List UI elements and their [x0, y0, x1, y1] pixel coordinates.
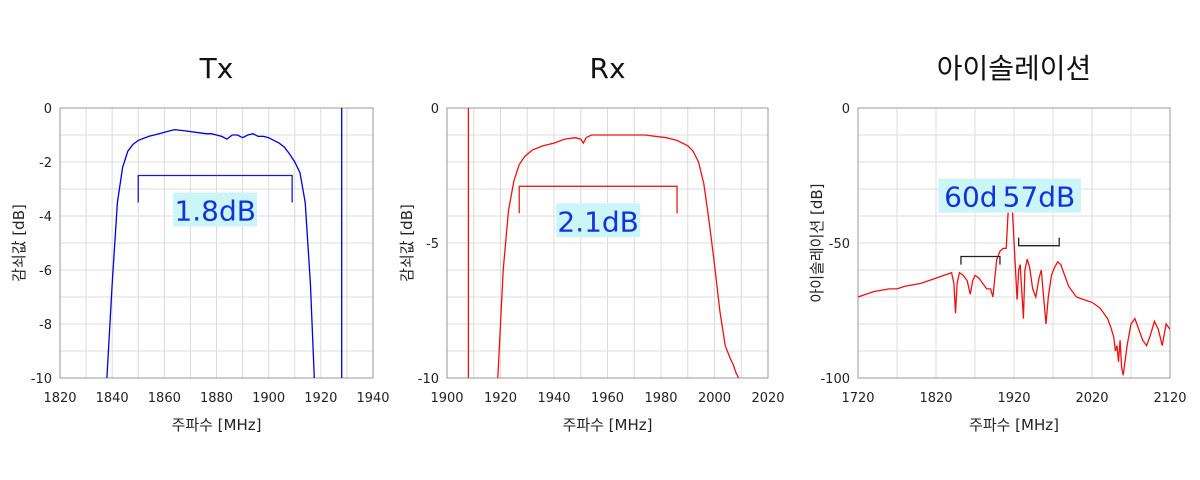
y-tick-label: -2 — [39, 156, 52, 171]
y-tick-label: 0 — [842, 102, 850, 117]
x-tick-label: 1920 — [304, 391, 337, 406]
x-tick-label: 2000 — [698, 391, 731, 406]
y-tick-label: 0 — [44, 102, 52, 117]
annotation-bg — [556, 203, 641, 238]
x-tick-label: 1820 — [919, 391, 952, 406]
x-tick-label: 1860 — [148, 391, 181, 406]
annotation-bracket — [518, 185, 678, 214]
y-axis-label: 감쇠값 [dB] — [10, 204, 28, 282]
y-tick-label: -50 — [829, 237, 850, 252]
annotation-bracket — [1018, 237, 1060, 247]
annotation-label: 57dB — [1003, 181, 1076, 214]
x-tick-label: 2020 — [751, 391, 784, 406]
x-axis-label: 주파수 [MHz] — [563, 416, 653, 434]
chart-title: Rx — [589, 52, 625, 85]
y-tick-label: 0 — [431, 102, 439, 117]
series-line — [858, 196, 1170, 376]
x-tick-label: 1920 — [997, 391, 1030, 406]
y-tick-label: -8 — [39, 318, 52, 333]
plot-frame — [59, 107, 374, 379]
y-tick-label: -10 — [418, 372, 439, 387]
x-tick-label: 1720 — [841, 391, 874, 406]
y-tick-label: -6 — [39, 264, 52, 279]
x-tick-label: 1980 — [644, 391, 677, 406]
annotation-bg — [173, 192, 258, 227]
x-tick-label: 2020 — [1075, 391, 1108, 406]
annotation-label: 1.8dB — [174, 195, 256, 228]
y-axis-label: 감쇠값 [dB] — [398, 204, 416, 282]
x-tick-label: 1820 — [43, 391, 76, 406]
x-axis-label: 주파수 [MHz] — [172, 416, 262, 434]
x-tick-label: 1940 — [356, 391, 389, 406]
x-tick-label: 1840 — [96, 391, 129, 406]
x-tick-label: 1940 — [537, 391, 570, 406]
annotation-label: 2.1dB — [557, 205, 639, 238]
y-tick-label: -5 — [426, 237, 439, 252]
x-tick-label: 1900 — [252, 391, 285, 406]
annotation-bracket — [960, 255, 1001, 265]
plot-frame — [446, 107, 769, 379]
plot-frame — [857, 107, 1171, 379]
x-tick-label: 1960 — [591, 391, 624, 406]
series-line — [106, 128, 315, 378]
x-tick-label: 1900 — [430, 391, 463, 406]
chart-title: Tx — [199, 52, 234, 85]
chart-title: 아이솔레이션 — [937, 52, 1092, 85]
y-axis-label: 아이솔레이션 [dB] — [808, 183, 826, 302]
x-axis-label: 주파수 [MHz] — [969, 416, 1059, 434]
chart-rx: 1900 1920 1940 1960 1980 2000 2020 0 -5 -10 Rx 주파수 … — [398, 52, 785, 434]
annotation-bg — [996, 178, 1081, 213]
y-tick-label: -100 — [820, 372, 850, 387]
y-tick-label: -4 — [39, 210, 52, 225]
x-tick-label: 1880 — [200, 391, 233, 406]
x-tick-label: 1920 — [484, 391, 517, 406]
annotation-bracket — [137, 174, 293, 203]
x-tick-label: 2120 — [1153, 391, 1186, 406]
series-line — [497, 134, 740, 378]
chart-tx: 1820 1840 1860 1880 1900 1920 1940 0 -2 -4 -6 -8 -10… — [10, 52, 390, 434]
y-tick-label: -10 — [31, 372, 52, 387]
